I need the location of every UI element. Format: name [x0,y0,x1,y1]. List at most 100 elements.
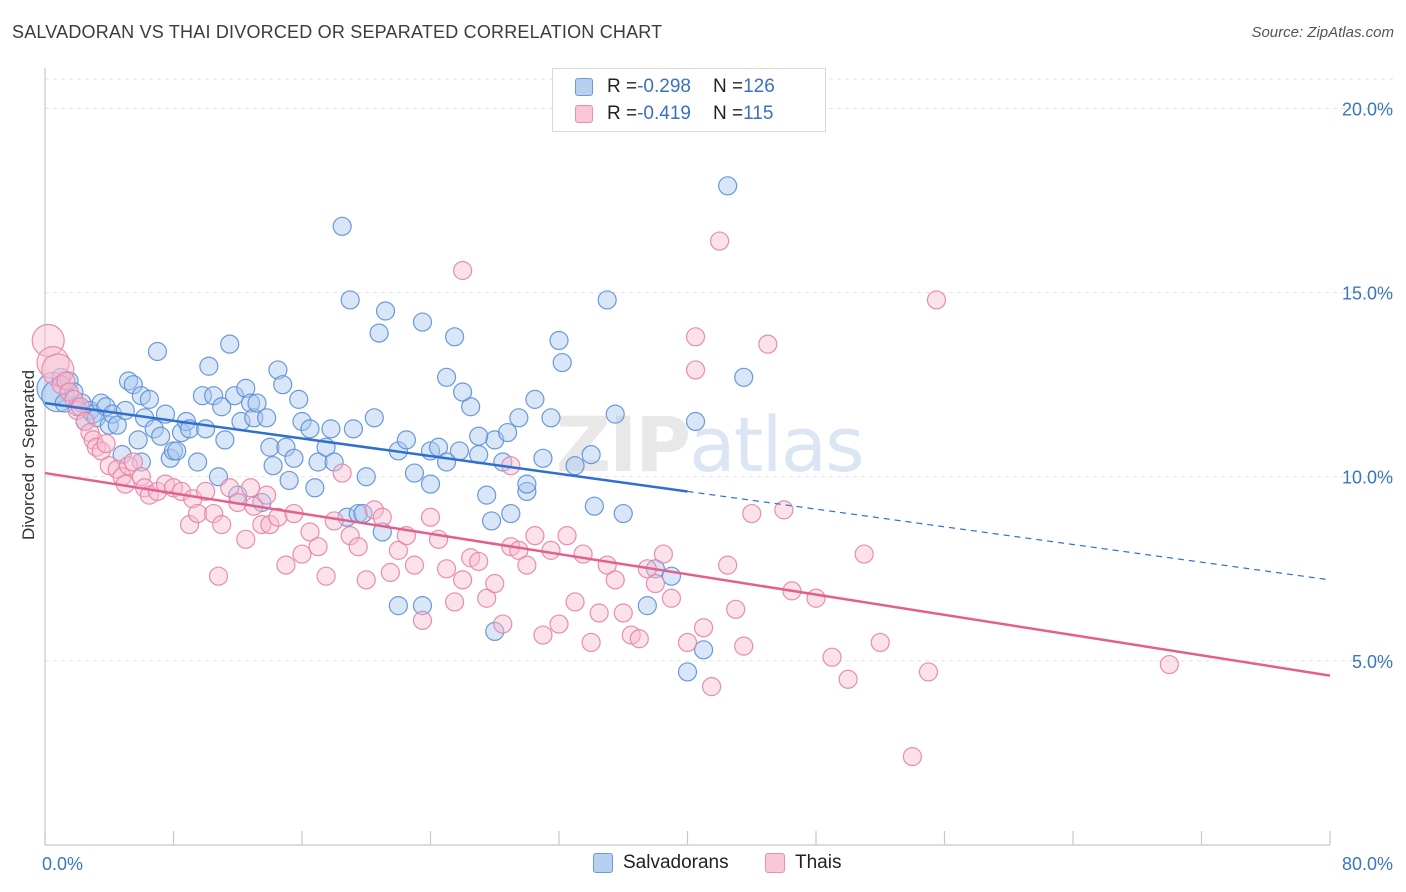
salvadoran-point [597,290,617,310]
legend-r-value: -0.419 [637,103,691,124]
thais-swatch [575,105,593,123]
watermark-atlas: atlas [689,400,865,489]
salvadoran-point [613,503,633,524]
axes [44,68,1331,846]
salvadoran-point [718,176,738,196]
thai-point [685,360,706,380]
salvadoran-point [605,404,625,424]
salvadoran-point [517,481,537,502]
thai-point [453,570,473,590]
salvadoran-point [263,456,283,476]
salvadoran-point [677,662,698,682]
thai-point [541,540,561,560]
salvadoran-point [552,352,572,373]
salvadoran-point [541,408,561,428]
salvadoran-point [412,596,433,616]
salvadorans-points [36,176,754,682]
salvadoran-point [224,386,245,406]
y-tick-label: 20.0% [1342,99,1393,119]
salvadoran-point [517,474,537,494]
salvadoran-point [388,596,408,616]
thai-point [187,503,208,524]
salvadoran-point [685,411,706,432]
salvadoran-point [196,419,216,439]
salvadoran-point [220,334,240,354]
salvadoran-point [300,419,320,439]
salvadoran-point [167,441,187,461]
thai-point [348,537,368,557]
salvadoran-point [509,408,529,428]
salvadoran-point [107,415,127,435]
salvadoran-point [192,386,213,406]
x-tick-label: 80.0% [1342,854,1393,874]
thai-point [525,526,545,546]
salvadoran-point [549,330,569,351]
thai-point [404,555,425,575]
thais-legend-swatch [765,853,785,873]
salvadoran-point [112,445,132,465]
salvadoran-point [144,419,164,439]
thais-trend-line [44,471,1331,677]
thai-point [96,433,116,454]
salvadoran-point [199,356,219,376]
salvadoran-point [501,503,521,524]
thai-point [252,515,272,535]
thai-point [477,588,497,608]
thai-point [758,334,778,354]
salvadoran-point [212,397,232,417]
y-tick-label: 15.0% [1342,284,1393,304]
thai-point [469,551,489,572]
thai-point [677,632,698,653]
thai-point [316,566,336,586]
salvadoran-point [340,290,360,310]
thai-point [485,573,505,594]
thai-point [220,478,240,498]
salvadoran-point [324,452,344,472]
thai-point [589,603,609,623]
thai-point [902,747,922,767]
salvadorans-trend-line [44,401,688,493]
thai-point [372,507,392,527]
thai-point [276,555,296,575]
thai-point [693,618,714,638]
salvadoran-point [332,216,352,236]
salvadoran-point [734,367,754,387]
thai-point [64,389,84,409]
salvadoran-point [279,470,299,491]
thai-point [726,599,746,619]
thai-point [444,592,465,612]
salvadoran-point [369,323,389,343]
legend-item-salvadorans[interactable]: Salvadorans [593,852,729,874]
thai-point [581,632,601,653]
thai-point [838,669,858,689]
thai-point [212,515,232,535]
salvadoran-point [375,301,396,321]
thai-point [131,467,151,487]
thai-point [645,573,665,594]
thai-point [734,636,754,656]
thai-point [718,555,738,575]
chart-title: SALVADORAN VS THAI DIVORCED OR SEPARATED… [12,22,663,42]
thai-point [268,507,288,527]
salvadoran-point [131,452,151,472]
thai-point [324,511,344,531]
salvadoran-point [485,621,505,642]
salvadoran-point [99,415,119,435]
salvadoran-point [436,452,457,472]
thai-point [436,559,457,579]
salvadoran-point [404,463,425,483]
salvadoran-point [525,389,545,409]
thai-point [196,481,216,502]
legend-item-thais[interactable]: Thais [765,852,841,874]
salvadoran-point [247,393,267,413]
thai-point [412,610,433,630]
salvadoran-point [498,422,518,443]
thai-point [241,478,261,498]
legend-row-salvadorans: R = -0.298 N = 126 [575,74,775,100]
legend-row-thais: R = -0.419 N = 115 [575,101,773,127]
thai-point [926,290,947,310]
thai-point [806,588,826,608]
thai-point [613,603,633,623]
legend-label-thais: Thais [795,852,842,873]
